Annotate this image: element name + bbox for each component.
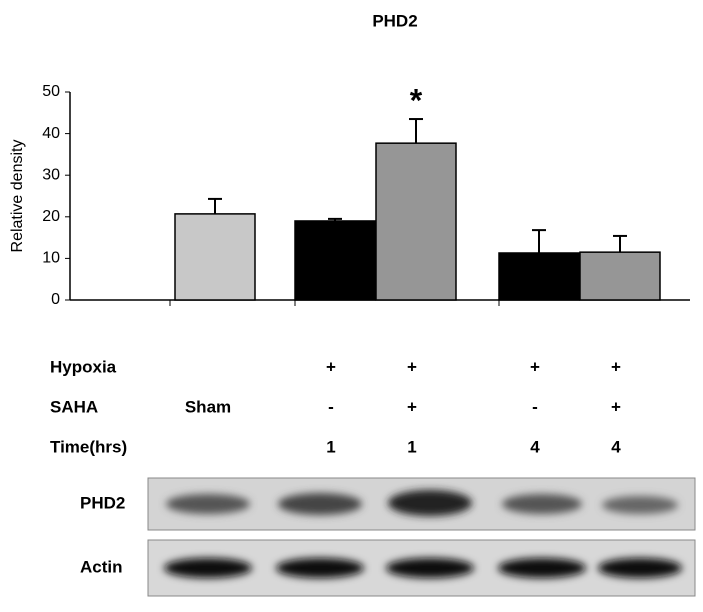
condition-cell: + [611, 357, 621, 376]
y-tick-label: 30 [42, 166, 60, 183]
condition-label: Time(hrs) [50, 437, 127, 456]
band [276, 558, 364, 578]
y-tick-label: 0 [51, 291, 60, 308]
condition-cell: 4 [530, 437, 540, 456]
y-tick-label: 10 [42, 250, 60, 267]
band [498, 558, 586, 578]
band [164, 558, 252, 578]
significance: * [410, 82, 423, 118]
condition-cell: 1 [407, 437, 416, 456]
blot-label: Actin [80, 557, 123, 576]
condition-cell: - [328, 397, 334, 416]
condition-cell: Sham [185, 397, 231, 416]
condition-cell: 1 [326, 437, 335, 456]
bar [294, 220, 376, 301]
condition-label: Hypoxia [50, 357, 117, 376]
band [278, 493, 362, 515]
bar [375, 142, 457, 301]
condition-cell: + [326, 357, 336, 376]
condition-cell: + [407, 357, 417, 376]
band [502, 494, 582, 514]
bar [579, 251, 661, 301]
condition-cell: + [530, 357, 540, 376]
condition-cell: + [407, 397, 417, 416]
bar [174, 213, 256, 301]
band [388, 490, 472, 516]
band [598, 558, 682, 578]
condition-cell: 4 [611, 437, 621, 456]
condition-cell: - [532, 397, 538, 416]
bar [498, 252, 580, 301]
blot-label: PHD2 [80, 493, 125, 512]
y-axis-label: Relative density [9, 140, 26, 253]
y-tick-label: 20 [42, 208, 60, 225]
y-tick-label: 40 [42, 125, 60, 142]
band [602, 496, 678, 514]
chart-title: PHD2 [372, 11, 417, 30]
y-tick-label: 50 [42, 83, 60, 100]
condition-label: SAHA [50, 397, 98, 416]
condition-cell: + [611, 397, 621, 416]
band [166, 494, 250, 514]
blot-bands [164, 490, 682, 578]
band [386, 558, 474, 578]
